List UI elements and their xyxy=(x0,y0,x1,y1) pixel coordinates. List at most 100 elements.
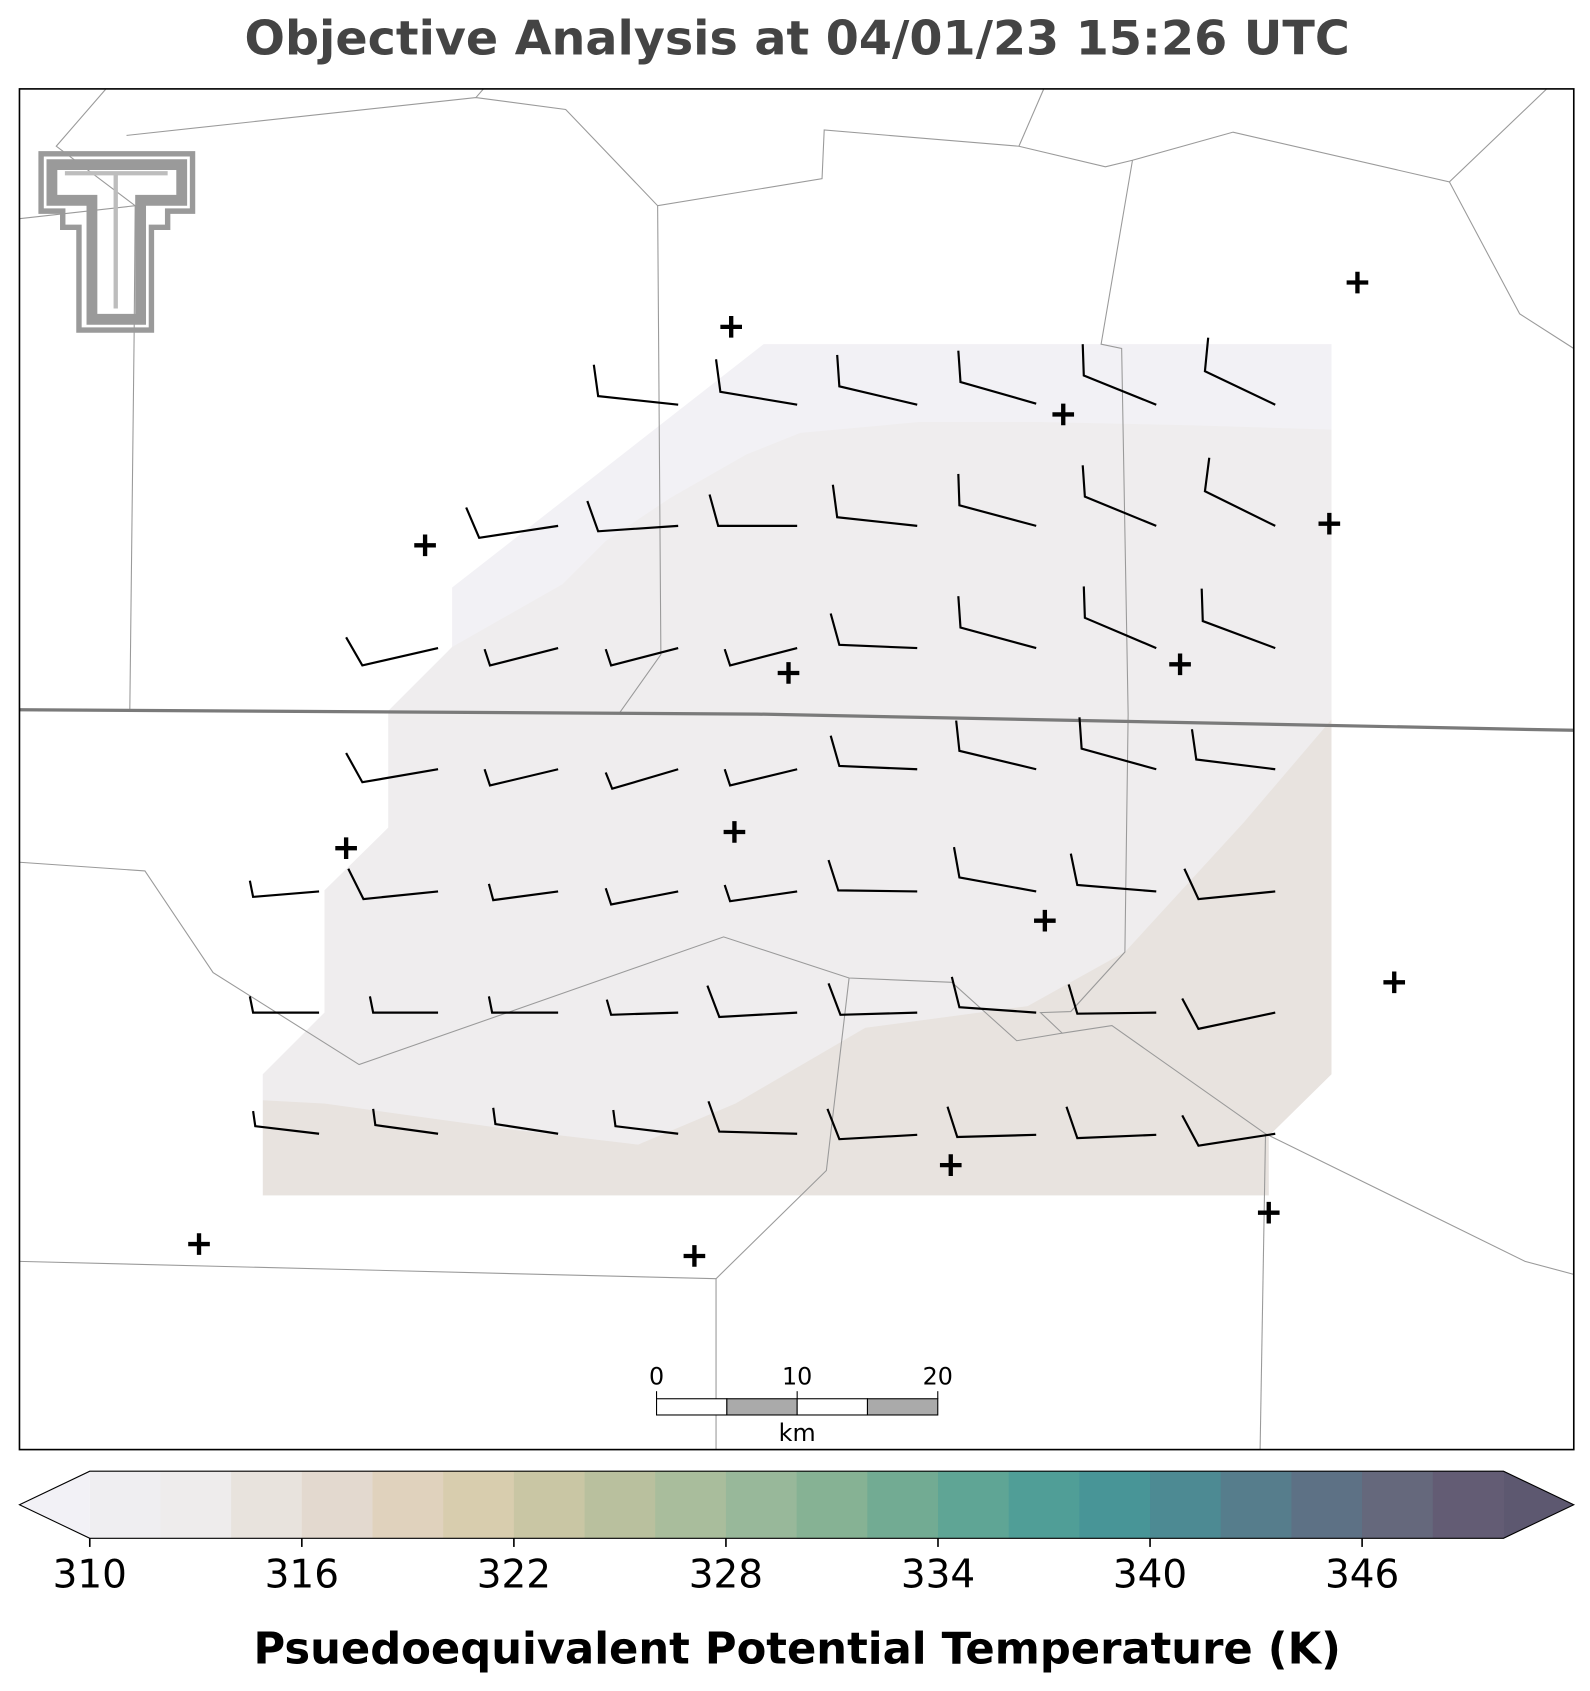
wind-barb xyxy=(1082,586,1157,650)
station-marker xyxy=(414,534,436,557)
scale-segment xyxy=(866,1398,939,1416)
wind-barb xyxy=(248,996,320,1014)
colorbar-label: Psuedoequivalent Potential Temperature (… xyxy=(253,1624,1340,1674)
wind-barb xyxy=(586,500,679,533)
wind-barb xyxy=(1069,853,1157,893)
wind-barb xyxy=(612,1109,679,1135)
wind-barb xyxy=(946,1106,1037,1139)
wind-barb xyxy=(1067,984,1157,1015)
station-marker xyxy=(1169,653,1191,676)
wind-barb xyxy=(1190,729,1276,771)
wind-barb xyxy=(345,636,439,667)
colorbar-tick-label: 316 xyxy=(265,1553,339,1598)
wind-barb xyxy=(368,996,439,1014)
scale-bar: 0 10 20 km xyxy=(649,1363,953,1447)
map-frame xyxy=(18,88,1575,1451)
station-marker xyxy=(1257,1201,1280,1224)
wind-barb xyxy=(950,976,1037,1014)
station-marker xyxy=(723,821,746,843)
map: 0 10 20 km xyxy=(18,88,1575,1451)
colorbar-extend-high xyxy=(1503,1471,1574,1539)
wind-barb xyxy=(714,359,798,406)
colorbar-bin xyxy=(867,1471,939,1539)
colorbar-bin xyxy=(1079,1471,1151,1539)
station-marker xyxy=(188,1233,210,1255)
wind-barb xyxy=(465,507,559,539)
station-marker xyxy=(1052,403,1075,426)
colorbar-bin xyxy=(1008,1471,1080,1539)
colorbar-bin xyxy=(443,1471,515,1539)
colorbar: 310 316 322 328 334 340 346 xyxy=(18,1470,1576,1598)
wind-barb xyxy=(592,364,679,406)
wind-barb xyxy=(604,887,679,906)
scale-tick-label: 10 xyxy=(782,1363,812,1391)
county-line xyxy=(19,160,1134,1066)
wind-barb xyxy=(483,647,559,667)
wind-barb xyxy=(957,350,1037,405)
state-line xyxy=(19,708,1574,732)
colorbar-tick-label: 340 xyxy=(1113,1553,1187,1598)
wind-barbs xyxy=(248,337,1276,1147)
wind-barb xyxy=(1081,344,1157,406)
county-line xyxy=(1448,181,1575,349)
scale-segment xyxy=(796,1398,869,1416)
logo xyxy=(38,151,196,333)
wind-barb xyxy=(708,494,798,527)
colorbar-extend-low xyxy=(19,1471,90,1539)
wind-barb xyxy=(1200,588,1276,650)
wind-barb xyxy=(723,768,798,787)
wind-barb xyxy=(372,1108,439,1135)
wind-barb xyxy=(957,473,1037,527)
shade-region xyxy=(262,719,1332,1196)
wind-barb xyxy=(483,768,559,787)
colorbar-bin xyxy=(160,1471,232,1539)
county-line xyxy=(126,88,1548,207)
station-marker xyxy=(720,316,743,338)
colorbar-bin xyxy=(231,1471,303,1539)
colorbar-bin xyxy=(1150,1471,1222,1539)
county-line xyxy=(715,977,850,1450)
wind-barb xyxy=(827,983,918,1016)
wind-barb xyxy=(1203,337,1276,406)
county-line xyxy=(1259,1133,1267,1450)
station-marker xyxy=(1383,971,1406,994)
colorbar-tick-label: 334 xyxy=(901,1553,975,1598)
wind-barb xyxy=(248,880,320,899)
station-marker xyxy=(1034,909,1056,932)
wind-barb xyxy=(1081,465,1157,527)
wind-barb xyxy=(347,868,439,901)
wind-barb xyxy=(1183,868,1276,901)
scale-tick-label: 20 xyxy=(923,1363,953,1391)
wind-barb xyxy=(1181,1114,1276,1147)
colorbar-bin xyxy=(372,1471,444,1539)
scale-segment xyxy=(726,1398,798,1416)
colorbar-bin xyxy=(725,1471,798,1539)
wind-barb xyxy=(952,846,1037,893)
county-line xyxy=(618,205,662,715)
colorbar-bin xyxy=(1291,1471,1363,1539)
colorbar-bin xyxy=(513,1471,586,1539)
wind-barb xyxy=(957,596,1037,650)
colorbar-tick-label: 322 xyxy=(477,1553,551,1598)
wind-barb xyxy=(487,883,559,902)
colorbar-bin xyxy=(584,1471,656,1539)
wind-barb xyxy=(604,647,679,667)
scale-tick-label: 0 xyxy=(649,1363,664,1391)
wind-barb xyxy=(827,859,918,893)
wind-barb xyxy=(829,613,918,650)
colorbar-bin xyxy=(89,1471,162,1539)
county-line xyxy=(19,1260,717,1280)
wind-barb xyxy=(252,1110,320,1135)
county-line xyxy=(475,88,484,98)
station-marker xyxy=(335,837,357,860)
shade-region xyxy=(262,422,1332,1145)
colorbar-bin xyxy=(301,1471,374,1539)
colorbar-bin xyxy=(1220,1471,1292,1539)
wind-barb xyxy=(707,1100,798,1135)
county-line xyxy=(55,88,136,712)
wind-barb xyxy=(706,985,798,1019)
colorbar-bin xyxy=(796,1471,868,1539)
wind-barb xyxy=(605,999,679,1016)
scale-unit: km xyxy=(779,1419,816,1447)
